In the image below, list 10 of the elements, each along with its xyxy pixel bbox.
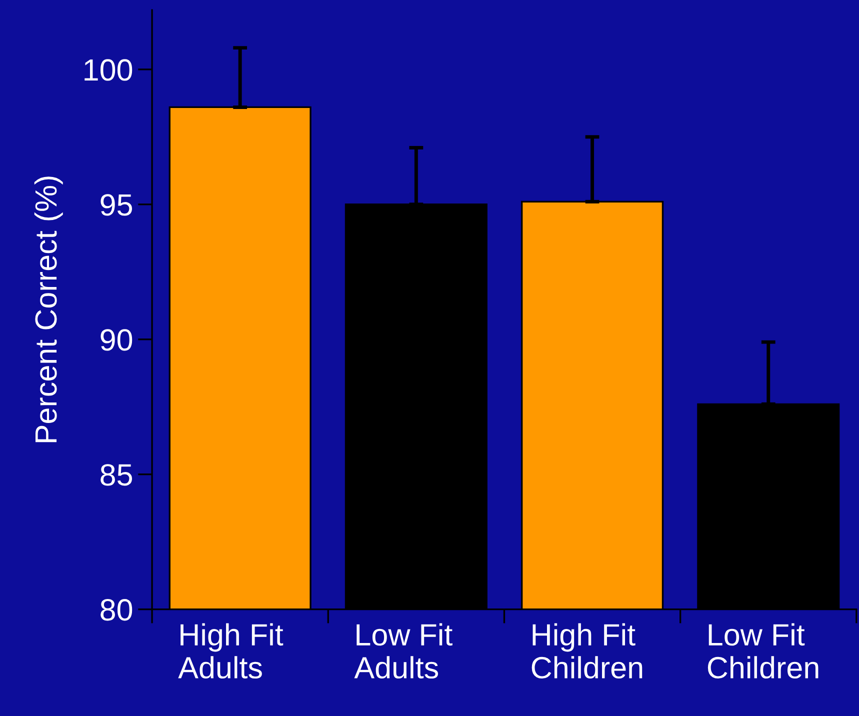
y-tick-label: 95 bbox=[100, 194, 132, 216]
x-tick-label: Low Fit Children bbox=[708, 623, 818, 679]
y-tick-label: 90 bbox=[100, 329, 132, 351]
x-tick-label: High Fit Children bbox=[532, 623, 642, 679]
x-tick-label: High Fit Adults bbox=[178, 623, 284, 679]
y-tick-label: 85 bbox=[100, 464, 132, 486]
y-tick-label: 80 bbox=[100, 599, 132, 621]
x-tick-label: Low Fit Adults bbox=[354, 623, 452, 679]
y-tick-label: 100 bbox=[84, 59, 132, 81]
y-axis-title: Percent Correct (%) bbox=[34, 176, 63, 442]
